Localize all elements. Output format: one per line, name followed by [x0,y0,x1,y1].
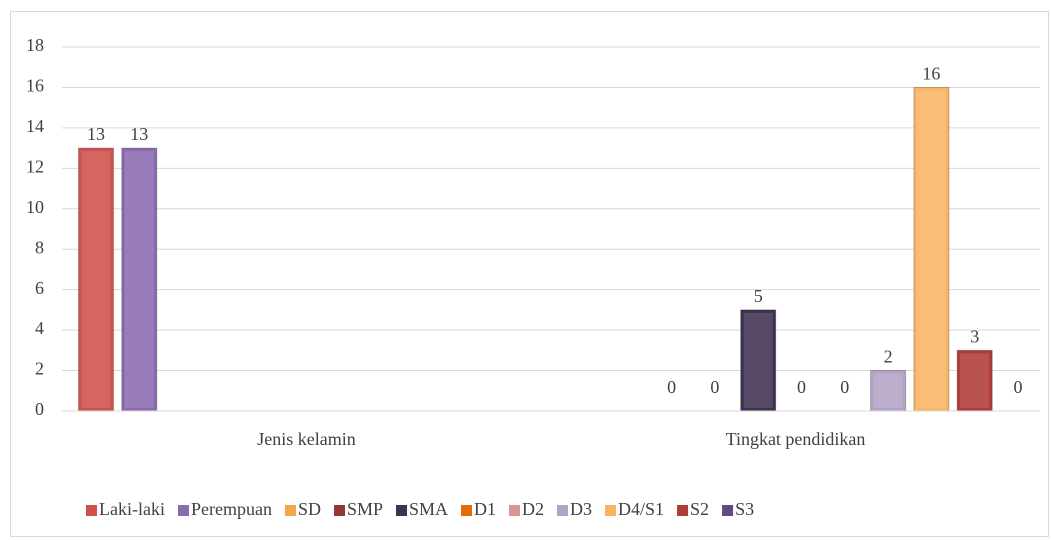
legend-label: Laki-laki [99,499,165,519]
y-tick-label: 8 [35,237,44,257]
bar-bevel [916,90,946,408]
y-tick-label: 18 [26,35,44,55]
bar [121,147,158,412]
y-tick-label: 0 [35,399,44,419]
legend-label: D1 [474,499,496,519]
legend-label: D2 [522,499,544,519]
bar-bevel [873,373,903,408]
legend-label: S2 [690,499,709,519]
y-tick-label: 12 [26,156,44,176]
legend-swatch [557,505,569,516]
data-label: 0 [710,377,719,397]
legend-swatch [722,505,734,516]
y-tick-label: 6 [35,278,44,298]
data-label: 3 [970,326,979,346]
x-tick-label: Tingkat pendidikan [726,429,866,449]
x-tick-label: Jenis kelamin [257,429,355,449]
legend-label: SMP [347,499,383,519]
legend-swatch [177,505,189,516]
y-tick-label: 2 [35,359,44,379]
legend-swatch [333,505,345,516]
legend-swatch [509,505,521,516]
chart-border [10,11,1049,537]
data-label: 0 [840,377,849,397]
legend-swatch [396,505,408,516]
bar [870,370,907,412]
bar-bevel [124,151,154,408]
legend-label: D4/S1 [618,499,664,519]
bar-bevel [960,353,990,408]
bar [78,147,114,412]
y-tick-label: 14 [26,116,44,136]
legend-swatch [677,505,689,516]
data-label: 2 [884,347,893,367]
bar [913,86,950,412]
data-label: 5 [754,286,763,306]
data-label: 13 [87,124,105,144]
legend-label: D3 [570,499,592,519]
data-label: 16 [922,64,940,84]
legend-swatch [284,505,296,516]
y-tick-label: 10 [26,197,44,217]
data-label: 13 [130,124,148,144]
data-label: 0 [667,377,676,397]
legend-label: S3 [735,499,754,519]
y-tick-label: 16 [26,76,44,96]
bar-bevel [81,151,111,408]
legend-label: SD [298,499,321,519]
bar [956,349,993,412]
legend-swatch [461,505,473,516]
y-tick-label: 4 [35,318,44,338]
data-label: 0 [797,377,806,397]
legend-label: Perempuan [191,499,272,519]
bar-bevel [743,312,773,408]
legend-label: SMA [409,499,448,519]
legend-swatch [86,505,97,516]
legend-swatch [605,505,617,516]
data-label: 0 [1014,377,1023,397]
